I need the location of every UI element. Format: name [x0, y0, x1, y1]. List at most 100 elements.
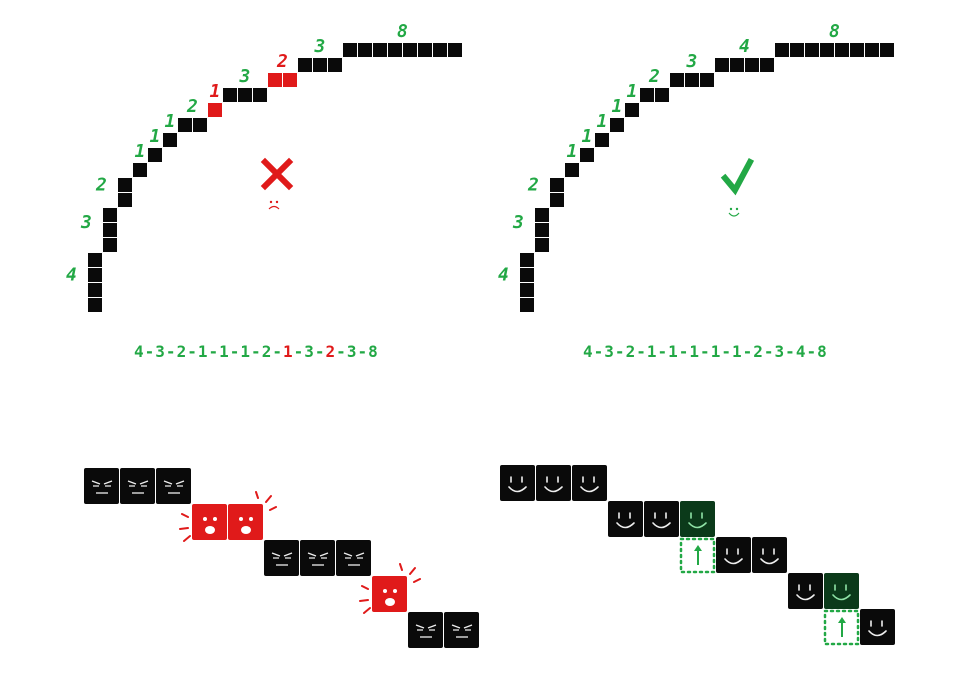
mouth — [796, 594, 815, 601]
segment-label: 4 — [66, 265, 77, 286]
sequence-token: 8 — [368, 342, 379, 361]
segment-label: 1 — [150, 126, 161, 147]
sequence-token: - — [251, 342, 262, 361]
curve-block — [730, 58, 744, 72]
happy-face-icon — [580, 476, 599, 493]
grumpy-block — [84, 468, 119, 504]
sequence-token: 8 — [817, 342, 828, 361]
curve-block — [313, 58, 327, 72]
happy-face-icon — [508, 476, 527, 493]
curve-block — [625, 103, 639, 117]
sequence-token: 2 — [753, 342, 764, 361]
curve-block — [685, 73, 699, 87]
segment-label: 1 — [627, 81, 638, 102]
curve-block — [535, 223, 549, 237]
happy-face-icon — [688, 512, 707, 529]
happy-block — [716, 537, 751, 573]
happy-face-icon — [724, 548, 743, 565]
curve-block — [745, 58, 759, 72]
sequence-token: 1 — [710, 342, 722, 361]
curve-block — [550, 193, 564, 207]
segment-label: 3 — [512, 212, 524, 233]
segment-label: 8 — [397, 21, 408, 42]
eye — [203, 517, 207, 521]
check-stroke — [720, 157, 755, 196]
happy-block — [536, 465, 571, 501]
curve-block — [103, 208, 117, 222]
right-sequence-text: 4-3-2-1-1-1-1-1-2-3-4-8 — [583, 342, 828, 361]
curve-block — [283, 73, 297, 87]
segment-label: 1 — [135, 141, 146, 162]
eye — [546, 476, 559, 483]
curve-block — [268, 73, 282, 87]
curve-block — [715, 58, 729, 72]
curve-block — [655, 88, 669, 102]
grumpy-face-icon — [163, 480, 185, 494]
happy-face-icon — [544, 476, 563, 493]
curve-block — [820, 43, 834, 57]
eye — [249, 517, 253, 521]
sequence-token: 2 — [261, 342, 273, 361]
segment-label: 1 — [165, 111, 176, 132]
curve-block — [328, 58, 342, 72]
scared-block — [372, 576, 407, 612]
segment-label: 2 — [527, 175, 539, 196]
happy-face-icon — [868, 620, 887, 637]
brow — [415, 624, 437, 629]
curve-block — [670, 73, 684, 87]
curve-block — [835, 43, 849, 57]
grumpy-face-icon — [91, 480, 113, 494]
curve-block — [640, 88, 654, 102]
brow — [127, 480, 149, 485]
grumpy-face-icon — [451, 624, 473, 638]
checkmark-icon — [720, 157, 755, 196]
eye — [239, 517, 243, 521]
mouth — [205, 526, 215, 534]
cross-icon — [260, 157, 294, 191]
grumpy-block — [300, 540, 335, 576]
burst-marks — [359, 563, 421, 614]
sequence-token: - — [763, 342, 775, 361]
scared-block — [228, 504, 263, 540]
sequence-token: 1 — [219, 342, 230, 361]
scared-block — [192, 504, 227, 540]
curve-block — [448, 43, 462, 57]
grumpy-block — [156, 468, 191, 504]
mouth — [508, 486, 527, 493]
left-sequence-text: 4-3-2-1-1-1-2-1-3-2-3-8 — [134, 342, 379, 361]
segment-label: 2 — [186, 96, 198, 117]
sequence-token: - — [636, 342, 647, 361]
curve-block — [88, 298, 102, 312]
eye — [618, 512, 631, 519]
curve-block — [103, 238, 117, 252]
curve-block — [88, 283, 102, 297]
curve-block — [298, 58, 312, 72]
curve-block — [520, 268, 534, 282]
arrow-head — [694, 545, 702, 551]
arrow-head — [838, 617, 846, 623]
mouth — [868, 630, 887, 637]
segment-label: 1 — [582, 126, 593, 147]
happy-face-icon — [796, 584, 815, 601]
mouth — [544, 486, 563, 493]
mouth — [652, 522, 671, 529]
sequence-token: 3 — [346, 342, 358, 361]
curve-block — [88, 253, 102, 267]
sequence-token: - — [593, 342, 605, 361]
segment-label: 3 — [314, 36, 326, 57]
curve-block — [433, 43, 447, 57]
brow — [343, 552, 365, 557]
segment-label: 1 — [597, 111, 608, 132]
grumpy-block — [336, 540, 371, 576]
mouth — [616, 522, 635, 529]
highlighted-block — [824, 573, 859, 609]
eye — [690, 512, 703, 519]
grumpy-block — [408, 612, 443, 648]
grumpy-block — [444, 612, 479, 648]
brow — [307, 552, 329, 557]
grumpy-face-icon — [415, 624, 437, 638]
sequence-token: - — [678, 342, 690, 361]
sequence-token: - — [336, 342, 347, 361]
sequence-token: 1 — [646, 342, 658, 361]
